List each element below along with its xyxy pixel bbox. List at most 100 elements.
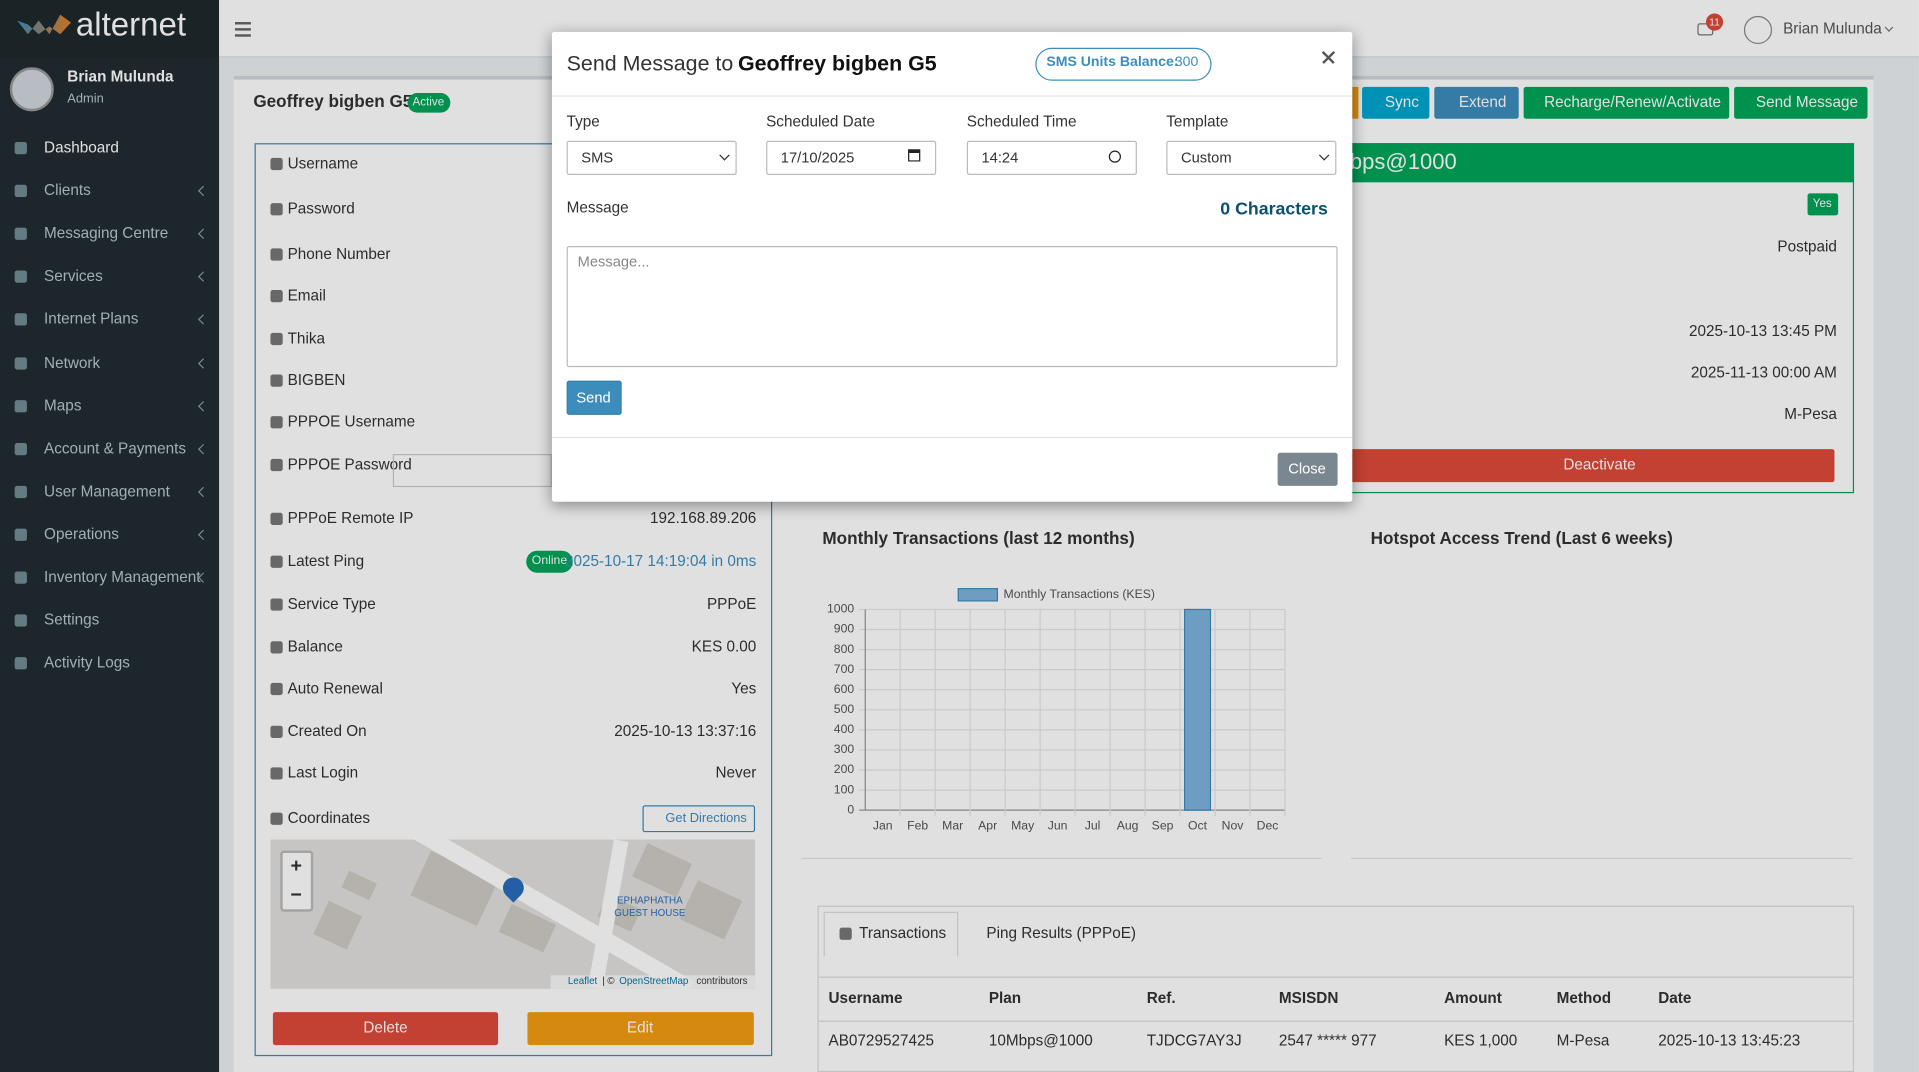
icon [14,657,27,670]
menu-item[interactable]: Activity Logs [44,654,130,672]
directions-btn[interactable] [642,805,756,833]
balance-badge [1035,47,1212,81]
action-label[interactable]: Recharge/Renew/Activate [1544,93,1721,111]
topbar-user[interactable]: Brian Mulunda [1783,20,1882,38]
input[interactable] [566,140,737,176]
calendar-icon [908,149,921,162]
menu-item[interactable]: Internet Plans [44,310,139,328]
send-btn[interactable] [566,380,622,415]
directions-label[interactable]: Get Directions [665,811,747,826]
close-btn[interactable] [1277,452,1338,486]
monthly-chart: Monthly Transactions (KES) 0 100 200 300 400 5… [827,587,1286,832]
tab[interactable]: Ping Results (PPPoE) [986,924,1137,942]
menu-item[interactable]: Account & Payments [44,439,187,458]
hotspot-card [1351,563,1853,860]
icon [14,270,27,283]
y-tick-label: 1000 [827,602,854,616]
menu-item[interactable]: Messaging Centre [44,224,169,242]
sidebar [0,0,220,1072]
icon [270,248,283,261]
y-tick-label: 800 [834,642,855,656]
textarea[interactable] [566,245,1338,368]
x-tick-label: Nov [1222,818,1245,832]
table-cell: AB0729527425 [828,1032,935,1050]
input[interactable] [1166,140,1337,176]
icon [270,157,283,171]
menu-item[interactable]: Dashboard [44,138,119,157]
field-value: 2025-10-13 13:37:16 [614,722,757,740]
icon [839,927,852,940]
password-input [392,454,552,488]
delete-label[interactable]: Delete [363,1018,408,1036]
zoom-in[interactable]: + [290,855,302,877]
sidebar-user: Brian Mulunda [67,67,174,86]
icon [14,313,27,326]
icon [14,485,27,499]
field-label: Auto Renewal [287,679,383,697]
send-label[interactable]: Send [576,388,611,407]
action-label[interactable]: Extend [1458,93,1507,111]
field-label: BIGBEN [287,371,346,389]
field-label: Email [287,286,326,305]
header-line [817,1020,1855,1022]
field-label: Service Type [287,595,376,613]
field-input[interactable]: Custom [1180,149,1232,167]
delete-btn[interactable] [272,1012,499,1046]
menu-item[interactable]: Operations [44,525,119,543]
y-tick-label: 200 [834,762,855,776]
user-avatar[interactable] [1743,15,1773,45]
menu-toggle[interactable] [234,34,251,37]
edit-btn[interactable] [527,1012,754,1046]
table-header: Amount [1444,989,1502,1007]
menu-item[interactable]: User Management [44,482,170,500]
x-tick-label: Apr [978,818,997,832]
menu-toggle[interactable] [234,28,251,31]
table-cell: M-Pesa [1556,1032,1610,1050]
menu-item[interactable]: Maps [44,397,82,415]
action-btn[interactable] [1523,86,1730,119]
attr-osm[interactable]: OpenStreetMap [619,975,689,987]
zoom-out[interactable]: − [290,885,302,907]
edit-label[interactable]: Edit [626,1018,654,1036]
action-btn[interactable] [1434,86,1519,119]
menu-toggle[interactable] [234,22,251,25]
field-value: PPPoE [706,595,757,613]
ping-status: Online [531,554,568,568]
action-btn[interactable] [1362,86,1430,119]
menu-item[interactable]: Network [44,354,101,372]
input[interactable] [966,140,1137,176]
menu-item[interactable]: Settings [44,611,100,629]
close-label[interactable]: Close [1288,459,1326,478]
field-input[interactable]: 14:24 [981,149,1019,167]
icon [14,227,27,240]
icon [270,512,283,526]
menu-item[interactable]: Clients [44,181,91,199]
field-input[interactable]: 17/10/2025 [780,149,855,167]
action-label[interactable]: Sync [1384,93,1419,111]
attr-sep: | © [602,975,615,987]
field-label: Scheduled Time [966,113,1077,131]
modal-divider [551,436,1353,439]
bar [1183,608,1212,811]
field-label: Password [287,200,355,218]
deactivate-label[interactable]: Deactivate [1563,455,1636,473]
menu-item[interactable]: Services [44,267,103,285]
tab[interactable]: Transactions [859,924,947,942]
icon [270,641,283,654]
icon [14,443,27,456]
y-tick-label: 700 [834,662,855,676]
avatar [9,67,54,112]
action-btn[interactable] [1734,86,1868,119]
menu-item[interactable]: Inventory Management [44,568,201,586]
input[interactable] [766,140,937,176]
field-label: Phone Number [287,245,391,263]
sidebar-role: Admin [67,91,104,107]
field-input[interactable]: SMS [581,149,614,167]
attr-leaflet[interactable]: Leaflet [567,975,598,987]
deactivate-btn[interactable] [1349,449,1835,483]
action-label[interactable]: Send Message [1755,93,1858,111]
y-tick-label: 500 [834,702,855,716]
table-header: Username [828,989,903,1007]
client-name: Geoffrey bigben G5 [253,91,413,111]
